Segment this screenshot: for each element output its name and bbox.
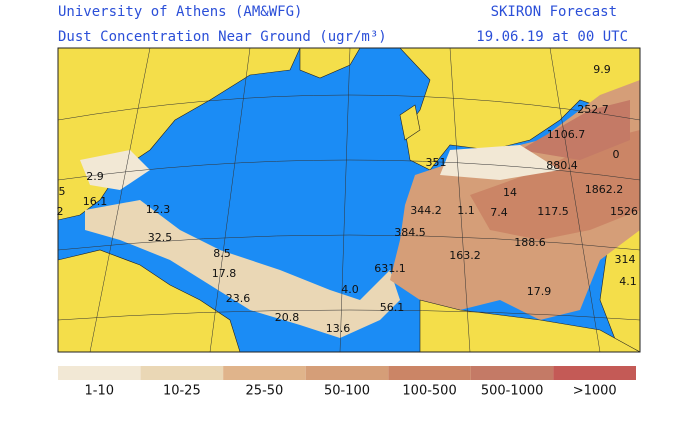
map-label: 4.0	[341, 283, 359, 296]
map-label: 188.6	[514, 236, 546, 249]
map-label: 5	[59, 185, 66, 198]
map-label: 9.9	[593, 63, 611, 76]
institution: University of Athens (AM&WFG)	[58, 4, 302, 20]
legend-swatch	[553, 366, 636, 380]
legend-label: 50-100	[324, 384, 370, 399]
map-label: 631.1	[374, 262, 406, 275]
map-label: 4.1	[619, 275, 637, 288]
map-label: 13.6	[326, 322, 351, 335]
legend-swatch	[58, 366, 141, 380]
map-label: 14	[503, 186, 517, 199]
legend-swatch	[470, 366, 554, 380]
map-label: 23.6	[226, 292, 251, 305]
map-label: 2.9	[86, 170, 104, 183]
map-label: 344.2	[410, 204, 442, 217]
map-label: 32.5	[148, 231, 173, 244]
legend-label: 10-25	[163, 384, 201, 399]
map-label: 17.9	[527, 285, 552, 298]
map-label: 20.8	[275, 311, 300, 324]
map-label: 880.4	[546, 159, 578, 172]
map-label: 12.3	[146, 203, 171, 216]
map-label: 1862.2	[585, 183, 624, 196]
legend-label: 100-500	[402, 384, 456, 399]
map-label: 163.2	[449, 249, 481, 262]
map-label: 7.4	[490, 206, 508, 219]
map-label: 1526	[610, 205, 638, 218]
map-label: 117.5	[537, 205, 569, 218]
product: SKIRON Forecast	[491, 4, 617, 20]
legend-label: >1000	[573, 384, 617, 399]
map-label: 314	[615, 253, 636, 266]
map-label: 351	[426, 156, 447, 169]
map-label: 1.1	[457, 204, 475, 217]
time: 19.06.19 at 00 UTC	[476, 29, 628, 45]
map-label: 0	[613, 148, 620, 161]
legend-label: 1-10	[85, 384, 115, 399]
map-label: 2	[57, 205, 64, 218]
map-label: 17.8	[212, 267, 237, 280]
map-label: 384.5	[394, 226, 426, 239]
map-label: 1106.7	[547, 128, 586, 141]
legend-swatch	[388, 366, 471, 380]
map-label: 16.1	[83, 195, 108, 208]
map-label: 8.5	[213, 247, 231, 260]
map	[57, 47, 641, 353]
legend-label: 25-50	[246, 384, 284, 399]
variable: Dust Concentration Near Ground (ugr/m³)	[58, 29, 387, 45]
legend-swatch	[223, 366, 306, 380]
map-label: 56.1	[380, 301, 405, 314]
map-label: 252.7	[577, 103, 609, 116]
legend-swatch	[305, 366, 389, 380]
legend-swatch	[140, 366, 224, 380]
legend-label: 500-1000	[481, 384, 544, 399]
